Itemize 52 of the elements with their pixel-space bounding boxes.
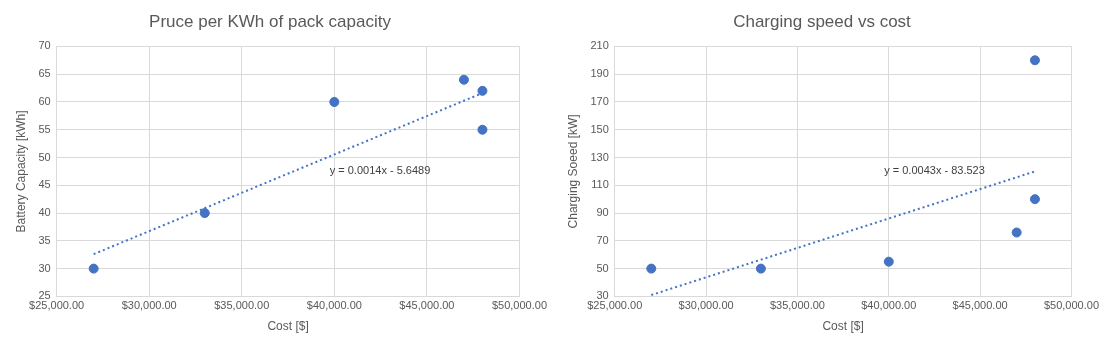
y-tick-label: 150 bbox=[590, 122, 609, 135]
point bbox=[646, 263, 657, 274]
point bbox=[88, 263, 99, 274]
x-tick-label: $50,000.00 bbox=[491, 299, 547, 312]
x-tick-label: $35,000.00 bbox=[214, 299, 270, 312]
point bbox=[477, 124, 488, 135]
y-tick-label: 35 bbox=[38, 233, 51, 246]
point bbox=[883, 256, 894, 267]
x-tick-label: $30,000.00 bbox=[121, 299, 177, 312]
y-tick-label: 30 bbox=[38, 261, 51, 274]
x-axis-title: Cost [$] bbox=[267, 319, 309, 334]
x-tick-label: $25,000.00 bbox=[29, 299, 85, 312]
y-tick-label: 210 bbox=[590, 39, 609, 52]
y-tick-label: 90 bbox=[596, 206, 609, 219]
point bbox=[1029, 194, 1040, 205]
y-tick-label: 70 bbox=[38, 39, 51, 52]
annotation: y = 0.0043x - 83.523 bbox=[884, 164, 985, 177]
x-tick-label: $45,000.00 bbox=[399, 299, 455, 312]
x-axis-title: Cost [$] bbox=[822, 319, 864, 334]
chart-title: Charging speed vs cost bbox=[733, 11, 912, 31]
chart-title: Pruce per KWh of pack capacity bbox=[149, 11, 392, 31]
y-tick-label: 40 bbox=[38, 206, 51, 219]
point bbox=[755, 263, 766, 274]
point bbox=[199, 208, 210, 219]
y-tick-label: 50 bbox=[38, 150, 51, 163]
y-tick-label: 170 bbox=[590, 94, 609, 107]
y-tick-label: 110 bbox=[591, 178, 609, 191]
y-tick-label: 55 bbox=[38, 122, 51, 135]
y-tick-label: 190 bbox=[590, 67, 609, 80]
x-tick-label: $40,000.00 bbox=[306, 299, 362, 312]
y-tick-label: 30 bbox=[596, 289, 609, 302]
y-tick-label: 130 bbox=[590, 150, 609, 163]
x-tick-label: $50,000.00 bbox=[1043, 299, 1099, 312]
y-tick-label: 50 bbox=[596, 261, 609, 274]
y-axis-title: Charging Soeed [kW] bbox=[565, 114, 580, 229]
x-tick-label: $40,000.00 bbox=[861, 299, 917, 312]
x-tick-label: $25,000.00 bbox=[587, 299, 643, 312]
point bbox=[1011, 227, 1022, 238]
y-axis-title: Battery Capacity [kWh] bbox=[13, 110, 28, 233]
x-tick-label: $45,000.00 bbox=[952, 299, 1008, 312]
y-tick-label: 70 bbox=[596, 233, 609, 246]
y-tick-label: 65 bbox=[38, 67, 51, 80]
point bbox=[1029, 55, 1040, 66]
point bbox=[458, 74, 469, 85]
point bbox=[477, 85, 488, 96]
y-tick-label: 45 bbox=[38, 178, 51, 191]
x-tick-label: $30,000.00 bbox=[678, 299, 734, 312]
point bbox=[329, 96, 340, 107]
y-tick-label: 25 bbox=[38, 289, 51, 302]
y-tick-label: 60 bbox=[38, 94, 51, 107]
x-tick-label: $35,000.00 bbox=[769, 299, 825, 312]
annotation: y = 0.0014x - 5.6489 bbox=[329, 164, 431, 177]
